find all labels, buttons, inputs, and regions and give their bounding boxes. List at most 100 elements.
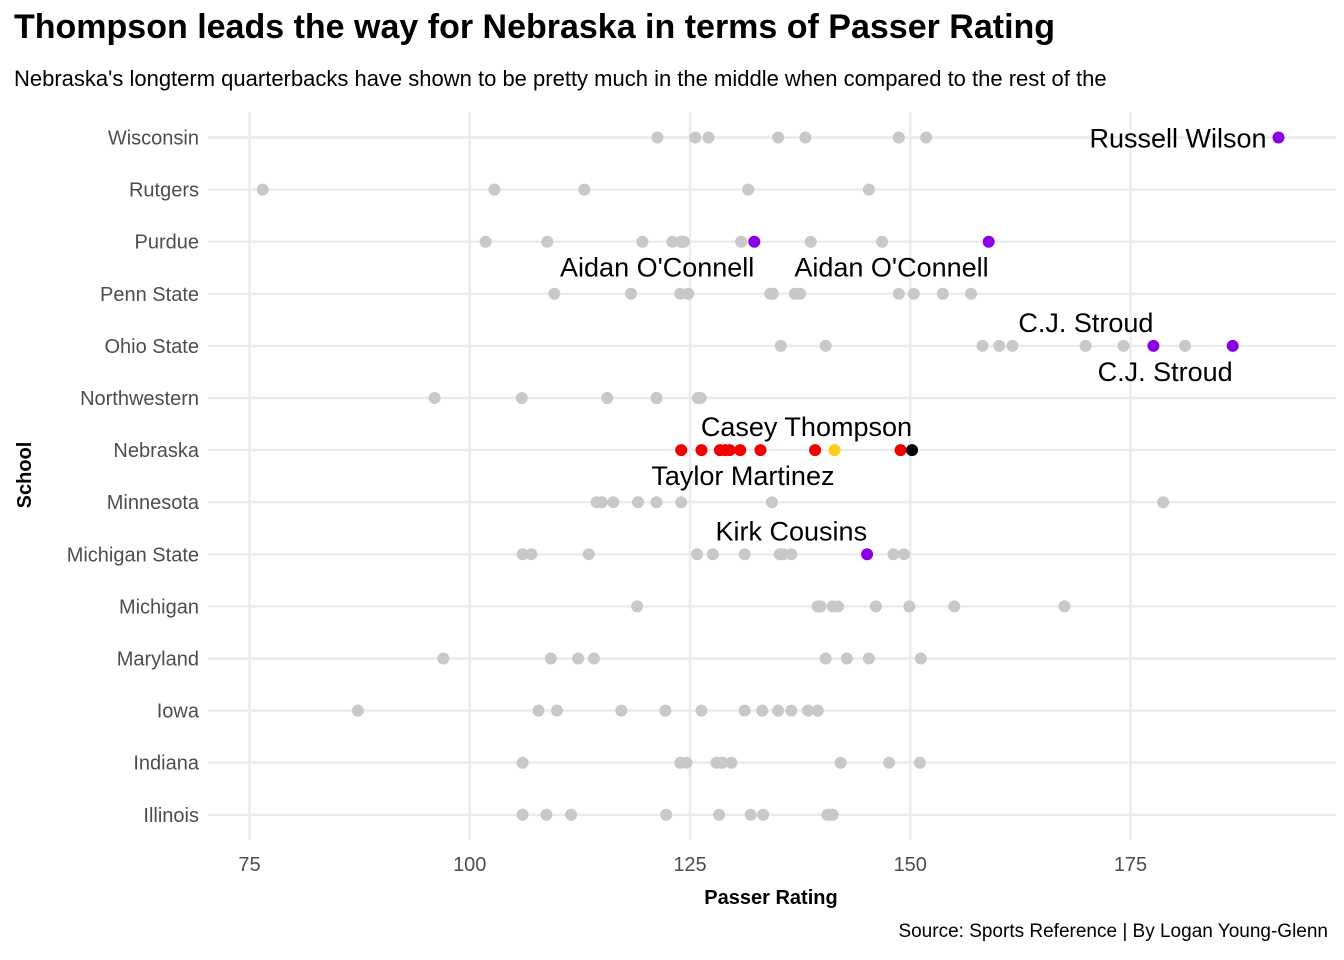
point-other-minnesota-3	[632, 496, 645, 509]
point-other-illinois-9	[826, 808, 839, 821]
y-tick-maryland: Maryland	[117, 649, 199, 671]
chart-title: Thompson leads the way for Nebraska in t…	[14, 8, 1056, 46]
point-other-maryland-3	[587, 652, 600, 665]
y-tick-ohio-state: Ohio State	[104, 336, 199, 358]
point-other-northwestern-4	[650, 392, 663, 404]
label-aidan-o-connell-2: Aidan O'Connell	[794, 253, 988, 283]
point-other-penn-state-7	[794, 287, 807, 300]
point-other-penn-state-1	[624, 287, 637, 300]
point-other-indiana-0	[516, 756, 529, 769]
point-other-ohio-state-4	[1006, 339, 1019, 352]
point-other-northwestern-2	[601, 392, 614, 404]
point-other-indiana-6	[725, 756, 738, 769]
x-tick-100: 100	[453, 854, 486, 876]
point-other-northwestern-0	[428, 392, 441, 404]
point-other-northwestern-6	[691, 392, 704, 404]
point-other-michigan-state-4	[706, 548, 719, 561]
y-tick-penn-state: Penn State	[100, 284, 199, 306]
point-other-michigan-9	[1058, 600, 1071, 613]
point-other-iowa-8	[772, 704, 785, 717]
point-other-maryland-2	[572, 652, 585, 665]
point-other-penn-state-10	[936, 287, 949, 300]
label-taylor-martinez-6: Taylor Martinez	[651, 461, 834, 491]
y-tick-rutgers: Rutgers	[129, 180, 199, 202]
point-other-minnesota-7	[1157, 496, 1170, 509]
point-other-iowa-11	[811, 704, 824, 717]
point-other-penn-state-3	[682, 287, 695, 300]
point-other-indiana-5	[715, 756, 728, 769]
point-other-michigan-state-3	[691, 548, 704, 561]
point-other-rutgers-0	[256, 183, 269, 196]
point-other-purdue-8	[804, 235, 817, 248]
point-other-ohio-state-5	[1079, 339, 1092, 352]
point-other-indiana-2	[680, 756, 693, 769]
label-casey-thompson-5: Casey Thompson	[701, 412, 912, 442]
data-points	[256, 131, 1285, 821]
point-other-ohio-state-3	[993, 339, 1006, 352]
point-other-minnesota-2	[607, 496, 620, 509]
point-other-purdue-0	[479, 235, 492, 248]
point-nebraska-nebraska-1	[695, 444, 708, 457]
point-other-iowa-5	[695, 704, 708, 717]
y-tick-illinois: Illinois	[143, 805, 199, 827]
point-other-iowa-10	[802, 704, 815, 717]
y-tick-nebraska: Nebraska	[113, 440, 199, 462]
point-other-michigan-0	[631, 600, 644, 613]
point-other-ohio-state-6	[1117, 339, 1130, 352]
point-other-indiana-9	[913, 756, 926, 769]
y-tick-wisconsin: Wisconsin	[108, 128, 199, 150]
point-other-wisconsin-5	[892, 131, 905, 144]
point-nebraska-nebraska-7	[809, 444, 822, 457]
point-other-wisconsin-2	[702, 131, 715, 144]
point-other-wisconsin-4	[799, 131, 812, 144]
grid-lines	[208, 112, 1336, 840]
point-other-indiana-8	[883, 756, 896, 769]
point-other-wisconsin-6	[920, 131, 933, 144]
point-other-michigan-8	[948, 600, 961, 613]
point-other-northwestern-1	[515, 392, 528, 404]
point-other-rutgers-2	[578, 183, 591, 196]
point-other-iowa-9	[785, 704, 798, 717]
point-other-michigan-state-1	[525, 548, 538, 561]
point-other-rutgers-3	[742, 183, 755, 196]
point-other-illinois-5	[744, 808, 757, 821]
label-c-j-stroud-3: C.J. Stroud	[1018, 308, 1153, 338]
point-martinez-nebraska-0	[828, 444, 841, 457]
point-other-ohio-state-1	[819, 339, 832, 352]
point-other-purdue-2	[636, 235, 649, 248]
point-other-rutgers-1	[488, 183, 501, 196]
x-tick-125: 125	[673, 854, 706, 876]
point-other-ohio-state-2	[976, 339, 989, 352]
x-axis-title: Passer Rating	[704, 887, 837, 909]
x-tick-150: 150	[894, 854, 927, 876]
point-other-illinois-1	[540, 808, 553, 821]
point-other-maryland-5	[840, 652, 853, 665]
point-other-illinois-4	[713, 808, 726, 821]
point-other-maryland-1	[544, 652, 557, 665]
point-other-iowa-0	[351, 704, 364, 717]
point-nebraska-nebraska-6	[754, 444, 767, 457]
point-other-iowa-3	[615, 704, 628, 717]
x-tick-labels: 75 100 125 150 175	[238, 854, 1147, 876]
point-other-illinois-2	[565, 808, 578, 821]
y-tick-labels: Wisconsin Rutgers Purdue Penn State Ohio Sta…	[67, 128, 200, 827]
point-other-maryland-4	[819, 652, 832, 665]
y-tick-iowa: Iowa	[157, 701, 200, 723]
point-other-purdue-1	[541, 235, 554, 248]
point-thompson-nebraska-0	[906, 444, 919, 457]
point-other-penn-state-11	[965, 287, 978, 300]
point-other-maryland-0	[437, 652, 450, 665]
y-tick-minnesota: Minnesota	[107, 492, 200, 514]
point-other-michigan-state-8	[785, 548, 798, 561]
point-other-wisconsin-3	[772, 131, 785, 144]
point-other-purdue-9	[876, 235, 889, 248]
point-highlight-purdue-1	[982, 235, 995, 248]
point-highlight-wisconsin-0	[1272, 131, 1285, 144]
point-other-penn-state-0	[548, 287, 561, 300]
point-other-ohio-state-0	[774, 339, 787, 352]
point-other-michigan-7	[903, 600, 916, 613]
label-aidan-o-connell-1: Aidan O'Connell	[560, 253, 754, 283]
point-other-indiana-7	[834, 756, 847, 769]
point-other-minnesota-5	[675, 496, 688, 509]
point-nebraska-nebraska-5	[734, 444, 747, 457]
